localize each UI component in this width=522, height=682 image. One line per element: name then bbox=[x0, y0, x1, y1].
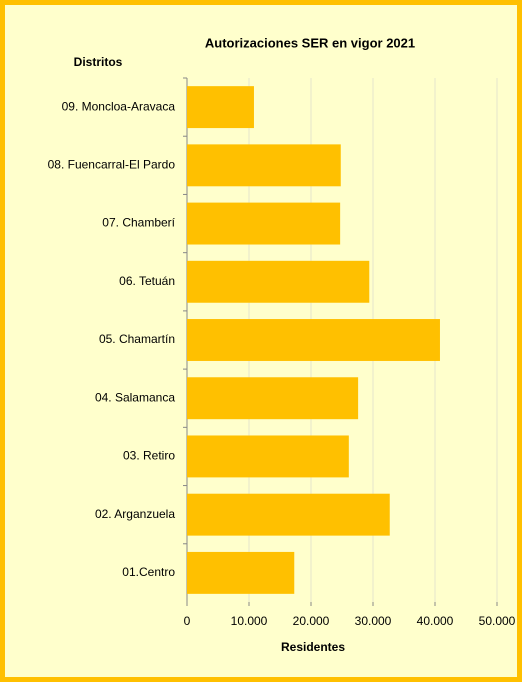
y-tick-label: 04. Salamanca bbox=[95, 390, 175, 404]
bar bbox=[187, 202, 341, 245]
x-tick-label: 0 bbox=[184, 614, 191, 628]
x-tick-label: 50.000 bbox=[479, 614, 516, 628]
bar bbox=[187, 319, 440, 361]
y-tick-label: 02. Arganzuela bbox=[95, 507, 175, 521]
y-tick-label: 07. Chamberí bbox=[102, 216, 175, 230]
bar bbox=[187, 435, 349, 478]
bar bbox=[187, 493, 390, 536]
bar bbox=[187, 551, 295, 594]
chart-title: Autorizaciones SER en vigor 2021 bbox=[205, 35, 415, 50]
bar bbox=[187, 260, 370, 303]
x-tick-label: 20.000 bbox=[293, 614, 330, 628]
y-tick-label: 09. Moncloa-Aravaca bbox=[62, 99, 176, 113]
y-tick-label: 08. Fuencarral-El Pardo bbox=[48, 158, 176, 172]
y-tick-label: 03. Retiro bbox=[123, 449, 175, 463]
y-tick-label: 05. Chamartín bbox=[99, 332, 175, 346]
bar bbox=[187, 144, 341, 187]
y-tick-label: 06. Tetuán bbox=[119, 274, 175, 288]
x-tick-label: 40.000 bbox=[417, 614, 454, 628]
x-tick-label: 30.000 bbox=[355, 614, 392, 628]
bar bbox=[187, 377, 359, 420]
y-axis-label: Distritos bbox=[74, 55, 123, 69]
y-tick-label: 01.Centro bbox=[122, 565, 175, 579]
bar bbox=[187, 86, 254, 129]
x-tick-label: 10.000 bbox=[231, 614, 268, 628]
x-axis-label: Residentes bbox=[281, 640, 345, 654]
